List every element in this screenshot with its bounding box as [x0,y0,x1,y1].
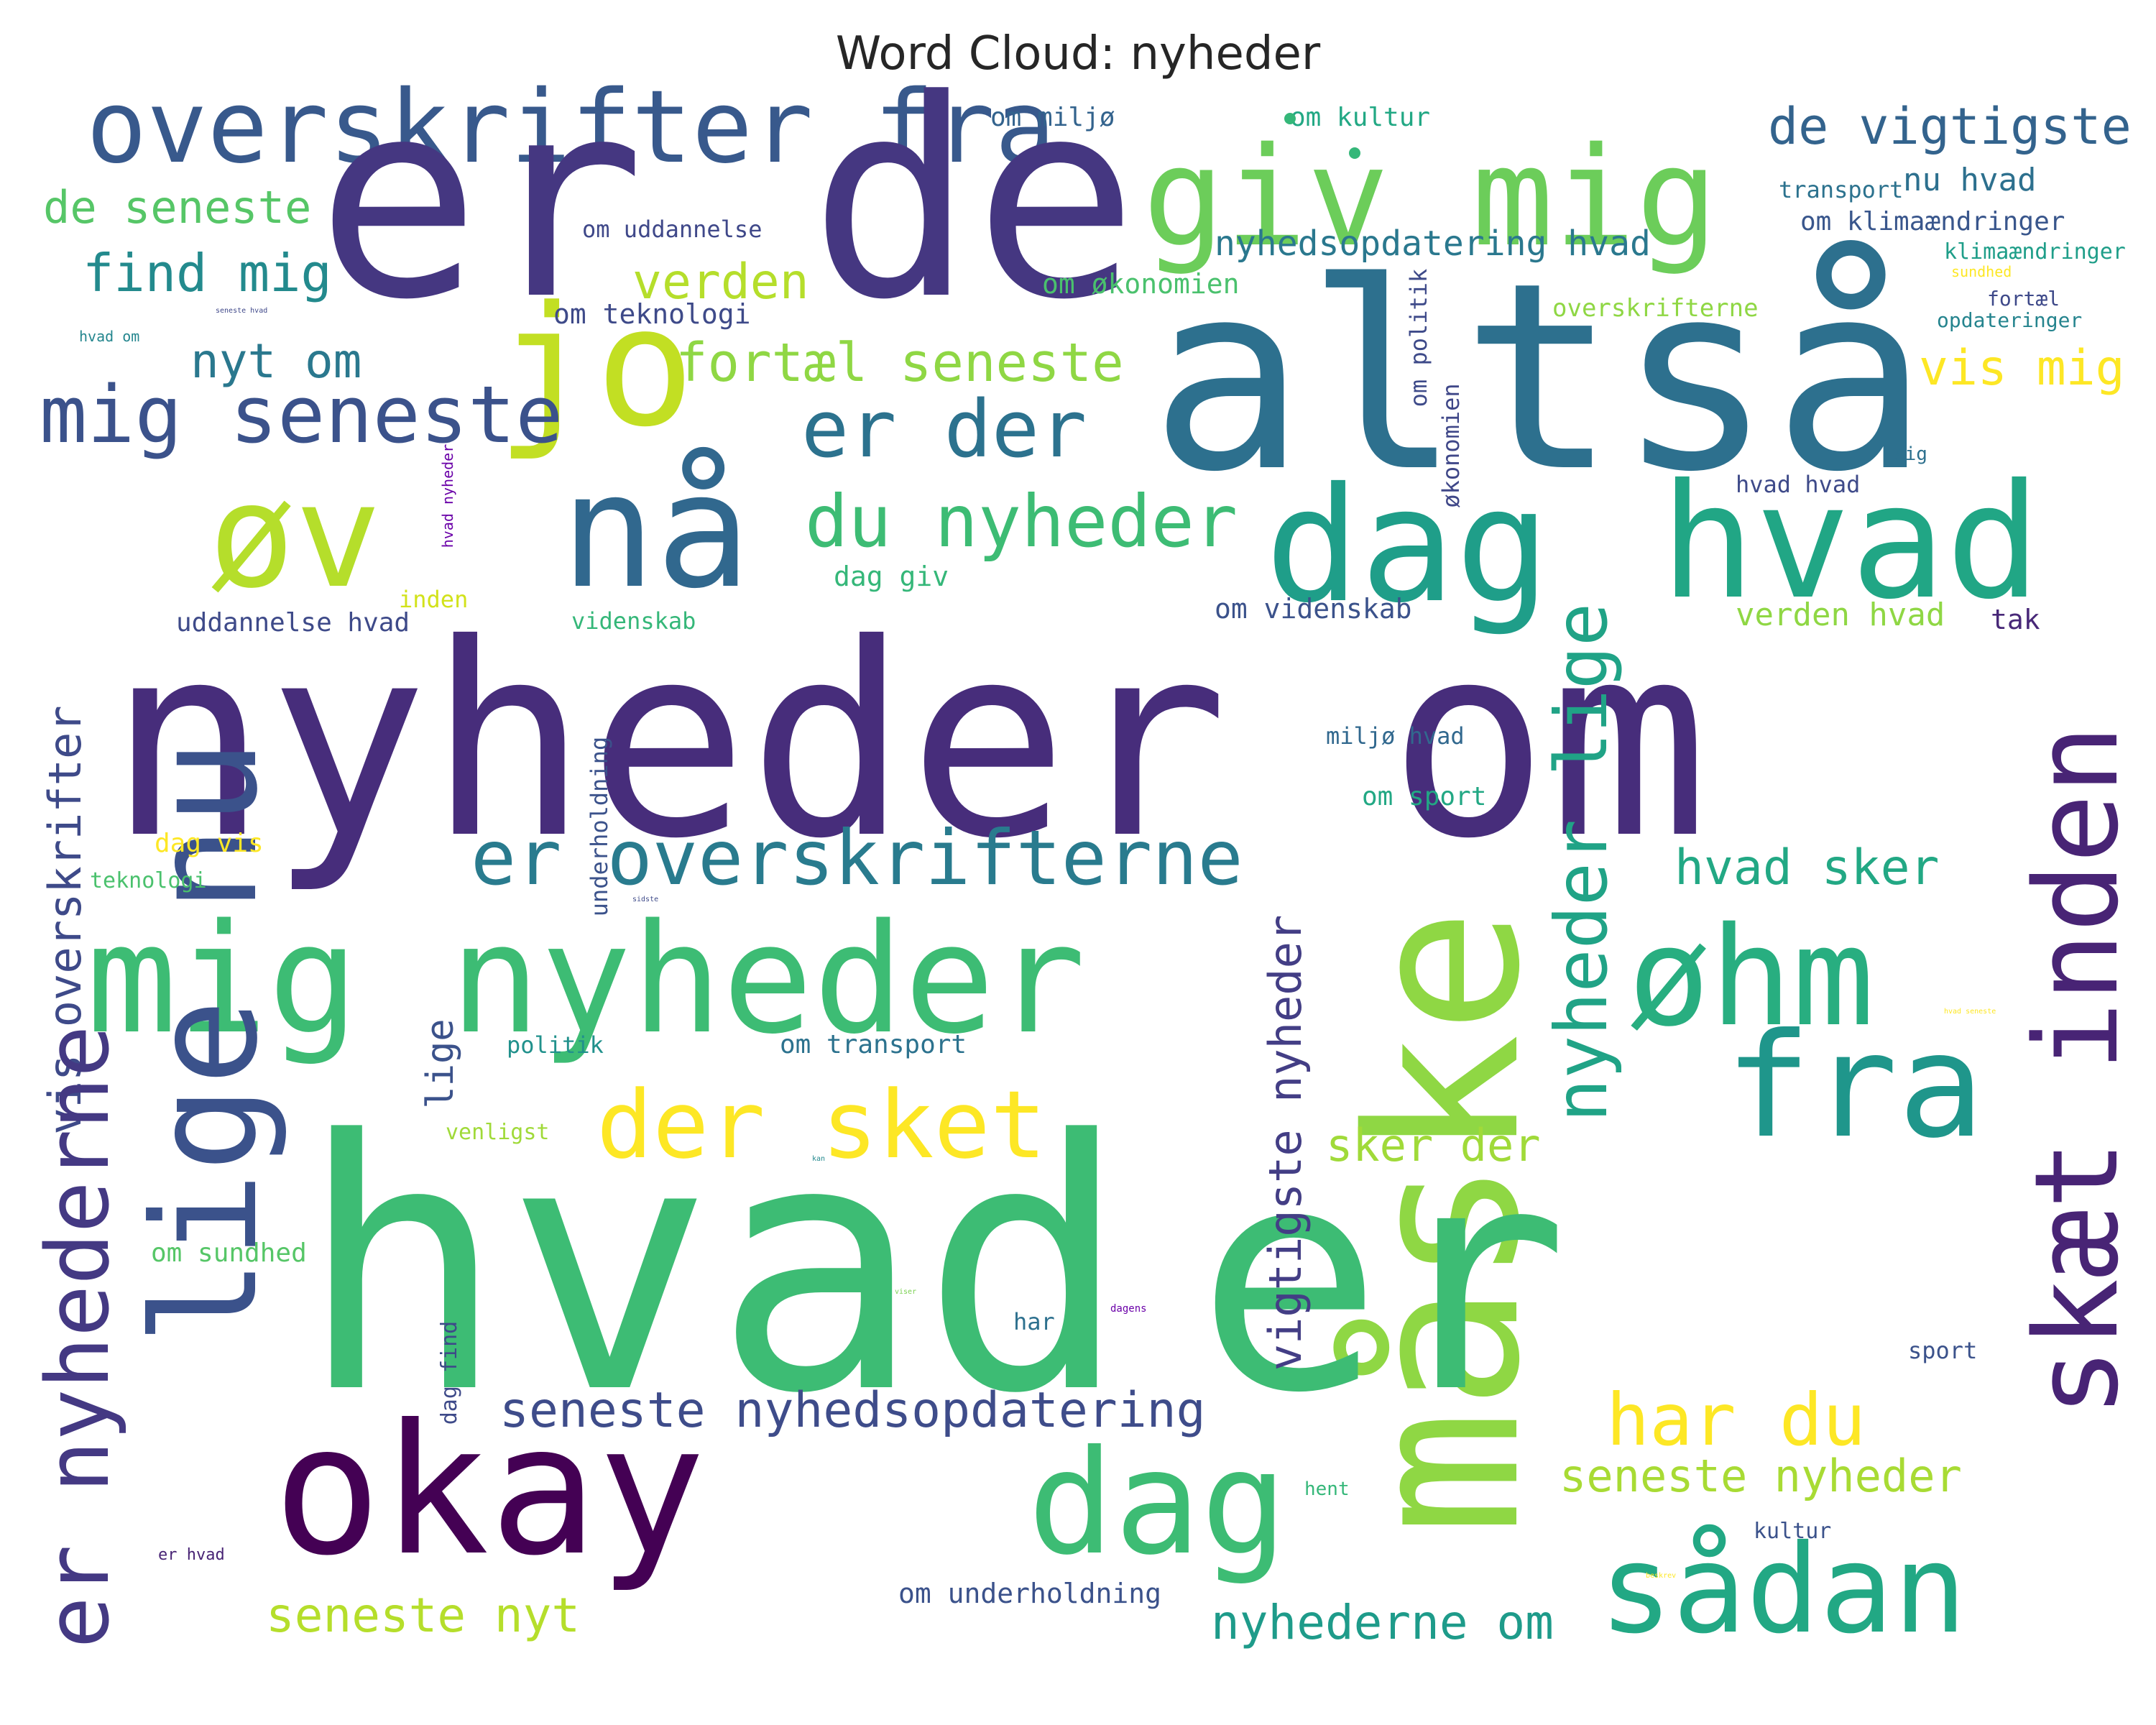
word-altsaa-4: altså [1150,227,1929,528]
word-kultur-87: kultur [1754,1519,1831,1544]
word-seneste-nyhedsopdatering-37: seneste nyhedsopdatering [499,1382,1206,1439]
word-dag-find-82: dag find [437,1321,462,1425]
word-vis-overskrifter-20: vis overskrifter [39,705,91,1134]
word-sundhed-58: sundhed [1951,263,2012,280]
word-oev-14: øv [208,453,382,620]
word-venligst-80: venligst [446,1120,550,1145]
word-oehm-24: øhm [1628,898,1874,1057]
word-okay-39: okay [273,1386,706,1595]
word-saadan-42: sådan [1599,1519,1967,1661]
word-hvad-seneste-93: hvad seneste [1944,1008,1996,1016]
word-nyheder-om-19: nyheder om [108,588,1709,897]
word-om-underholdning-89: om underholdning [898,1578,1161,1609]
word-fortael-56: fortæl [1987,287,2060,310]
word-dag-giv-66: dag giv [834,561,949,592]
word-hvad-om-59: hvad om [79,328,139,345]
word-oekonomien-64: økonomien [1437,383,1465,507]
word-skaet-inden-28: skæt inden [2009,724,2144,1417]
word-underholdning-75: underholdning [586,737,613,916]
word-transport-47: transport [1779,176,1903,203]
word-du-nyheder-18: du nyheder [805,479,1238,564]
word-klimaaendringer-50: klimaændringer [1944,239,2126,264]
word-teknologi-77: teknologi [90,868,207,893]
dot-mark-1 [1349,147,1360,159]
word-nyt-om-8: nyt om [190,334,361,389]
word-videnskab-69: videnskab [571,607,696,635]
word-nyheder-lige-26: nyheder lige [1539,603,1623,1122]
word-vis-mig-13: vis mig [1919,340,2125,397]
word-seneste-nyheder-41: seneste nyheder [1560,1450,1962,1502]
word-om-klimaaendringer-49: om klimaændringer [1800,207,2065,236]
word-der-sket-29: der sket [596,1070,1046,1179]
word-mig-seneste-11: mig seneste [40,369,563,461]
word-overskrifterne-55: overskrifterne [1552,294,1759,323]
word-miljoe-hvad-73: miljø hvad [1326,722,1465,750]
word-er-der-12: er der [801,383,1087,475]
word-hent-86: hent [1304,1478,1350,1500]
word-fra-27: fra [1725,1003,1984,1170]
word-nyhederne-om-44: nyhederne om [1211,1595,1554,1650]
word-om-oekonomien-53: om økonomien [1042,268,1240,300]
word-har-du-38: har du [1606,1378,1866,1462]
word-har-83: har [1013,1308,1055,1335]
word-giv-mig-2: giv mig [1143,118,1718,277]
word-nu-hvad-48: nu hvad [1903,162,2036,198]
word-om-politik-63: om politik [1405,269,1432,408]
word-om-sundhed-81: om sundhed [151,1238,307,1268]
word-uddannelse-hvad-67: uddannelse hvad [176,608,410,638]
word-om-videnskab-70: om videnskab [1215,593,1412,625]
word-hvad-nyheder-65: hvad nyheder [439,444,456,548]
word-om-transport-79: om transport [780,1030,967,1059]
word-nyhedsopdatering-hvad-52: nyhedsopdatering hvad [1215,224,1651,264]
word-hvad-sker-22: hvad sker [1674,840,1939,896]
chart-title: Word Cloud: nyheder [835,27,1321,80]
word-om-miljoe-45: om miljø [990,103,1115,132]
word-kan-92: kan [812,1155,825,1163]
word-maaske-30: måske [1324,908,1566,1536]
word-om-sport-74: om sport [1362,782,1486,811]
word-naa-15: nå [561,439,751,623]
word-lige-nu-25: lige nu [122,740,290,1346]
word-dagens-84: dagens [1110,1303,1147,1315]
word-mig-nyheder-23: mig nyheder [86,891,1086,1067]
word-om-kultur-46: om kultur [1290,103,1430,132]
word-jo-9: jo [496,272,695,464]
word-verden-hvad-71: verden hvad [1736,597,1945,633]
word-fortael-seneste-10: fortæl seneste [676,332,1124,394]
word-sport-85: sport [1908,1337,1977,1364]
word-inden-68: inden [399,586,468,613]
word-er-de-1: er de [316,41,1138,359]
word-politik-78: politik [507,1031,604,1059]
word-er-33: er [1197,1101,1569,1460]
word-opdateringer-57: opdateringer [1937,308,2082,332]
word-er-nyhederne-31: er nyhederne [29,1026,129,1649]
word-sig-61: sig [1894,443,1927,465]
word-verden-7: verden [632,254,809,310]
word-seneste-nyt-43: seneste nyt [266,1588,580,1643]
word-om-uddannelse-51: om uddannelse [582,216,762,243]
word-dag-16: dag [1265,454,1550,638]
word-hvad-17: hvad [1660,450,2041,634]
word-hvad-hvad-62: hvad hvad [1736,471,1860,498]
dot-mark-0 [1284,113,1296,124]
word-hvad-32: hvad [298,1067,1129,1469]
word-vigtigste-nyheder-34: vigtigste nyheder [1259,915,1312,1371]
word-er-overskrifterne-21: er overskrifterne [471,814,1243,902]
word-de-vigtigste-3: de vigtigste [1768,97,2132,156]
word-dag-vis-76: dag vis [155,829,264,858]
word-dag-40: dag [1028,1420,1287,1587]
word-de-seneste-5: de seneste [43,181,311,234]
word-lige-36: lige [419,1018,462,1108]
word-tak-72: tak [1991,604,2040,635]
word-sker-der-35: sker der [1326,1119,1541,1172]
word-find-mig-6: find mig [83,243,332,303]
word-beskrev-94: beskrev [1646,1572,1676,1580]
word-er-hvad-88: er hvad [158,1546,225,1564]
word-viser-91: viser [895,1288,916,1296]
word-sidste-90: sidste [632,896,658,903]
word-overskrifter-fra-0: overskrifter fra [86,69,1056,186]
word-seneste-hvad-60: seneste hvad [216,307,267,315]
word-om-teknologi-54: om teknologi [553,298,751,330]
